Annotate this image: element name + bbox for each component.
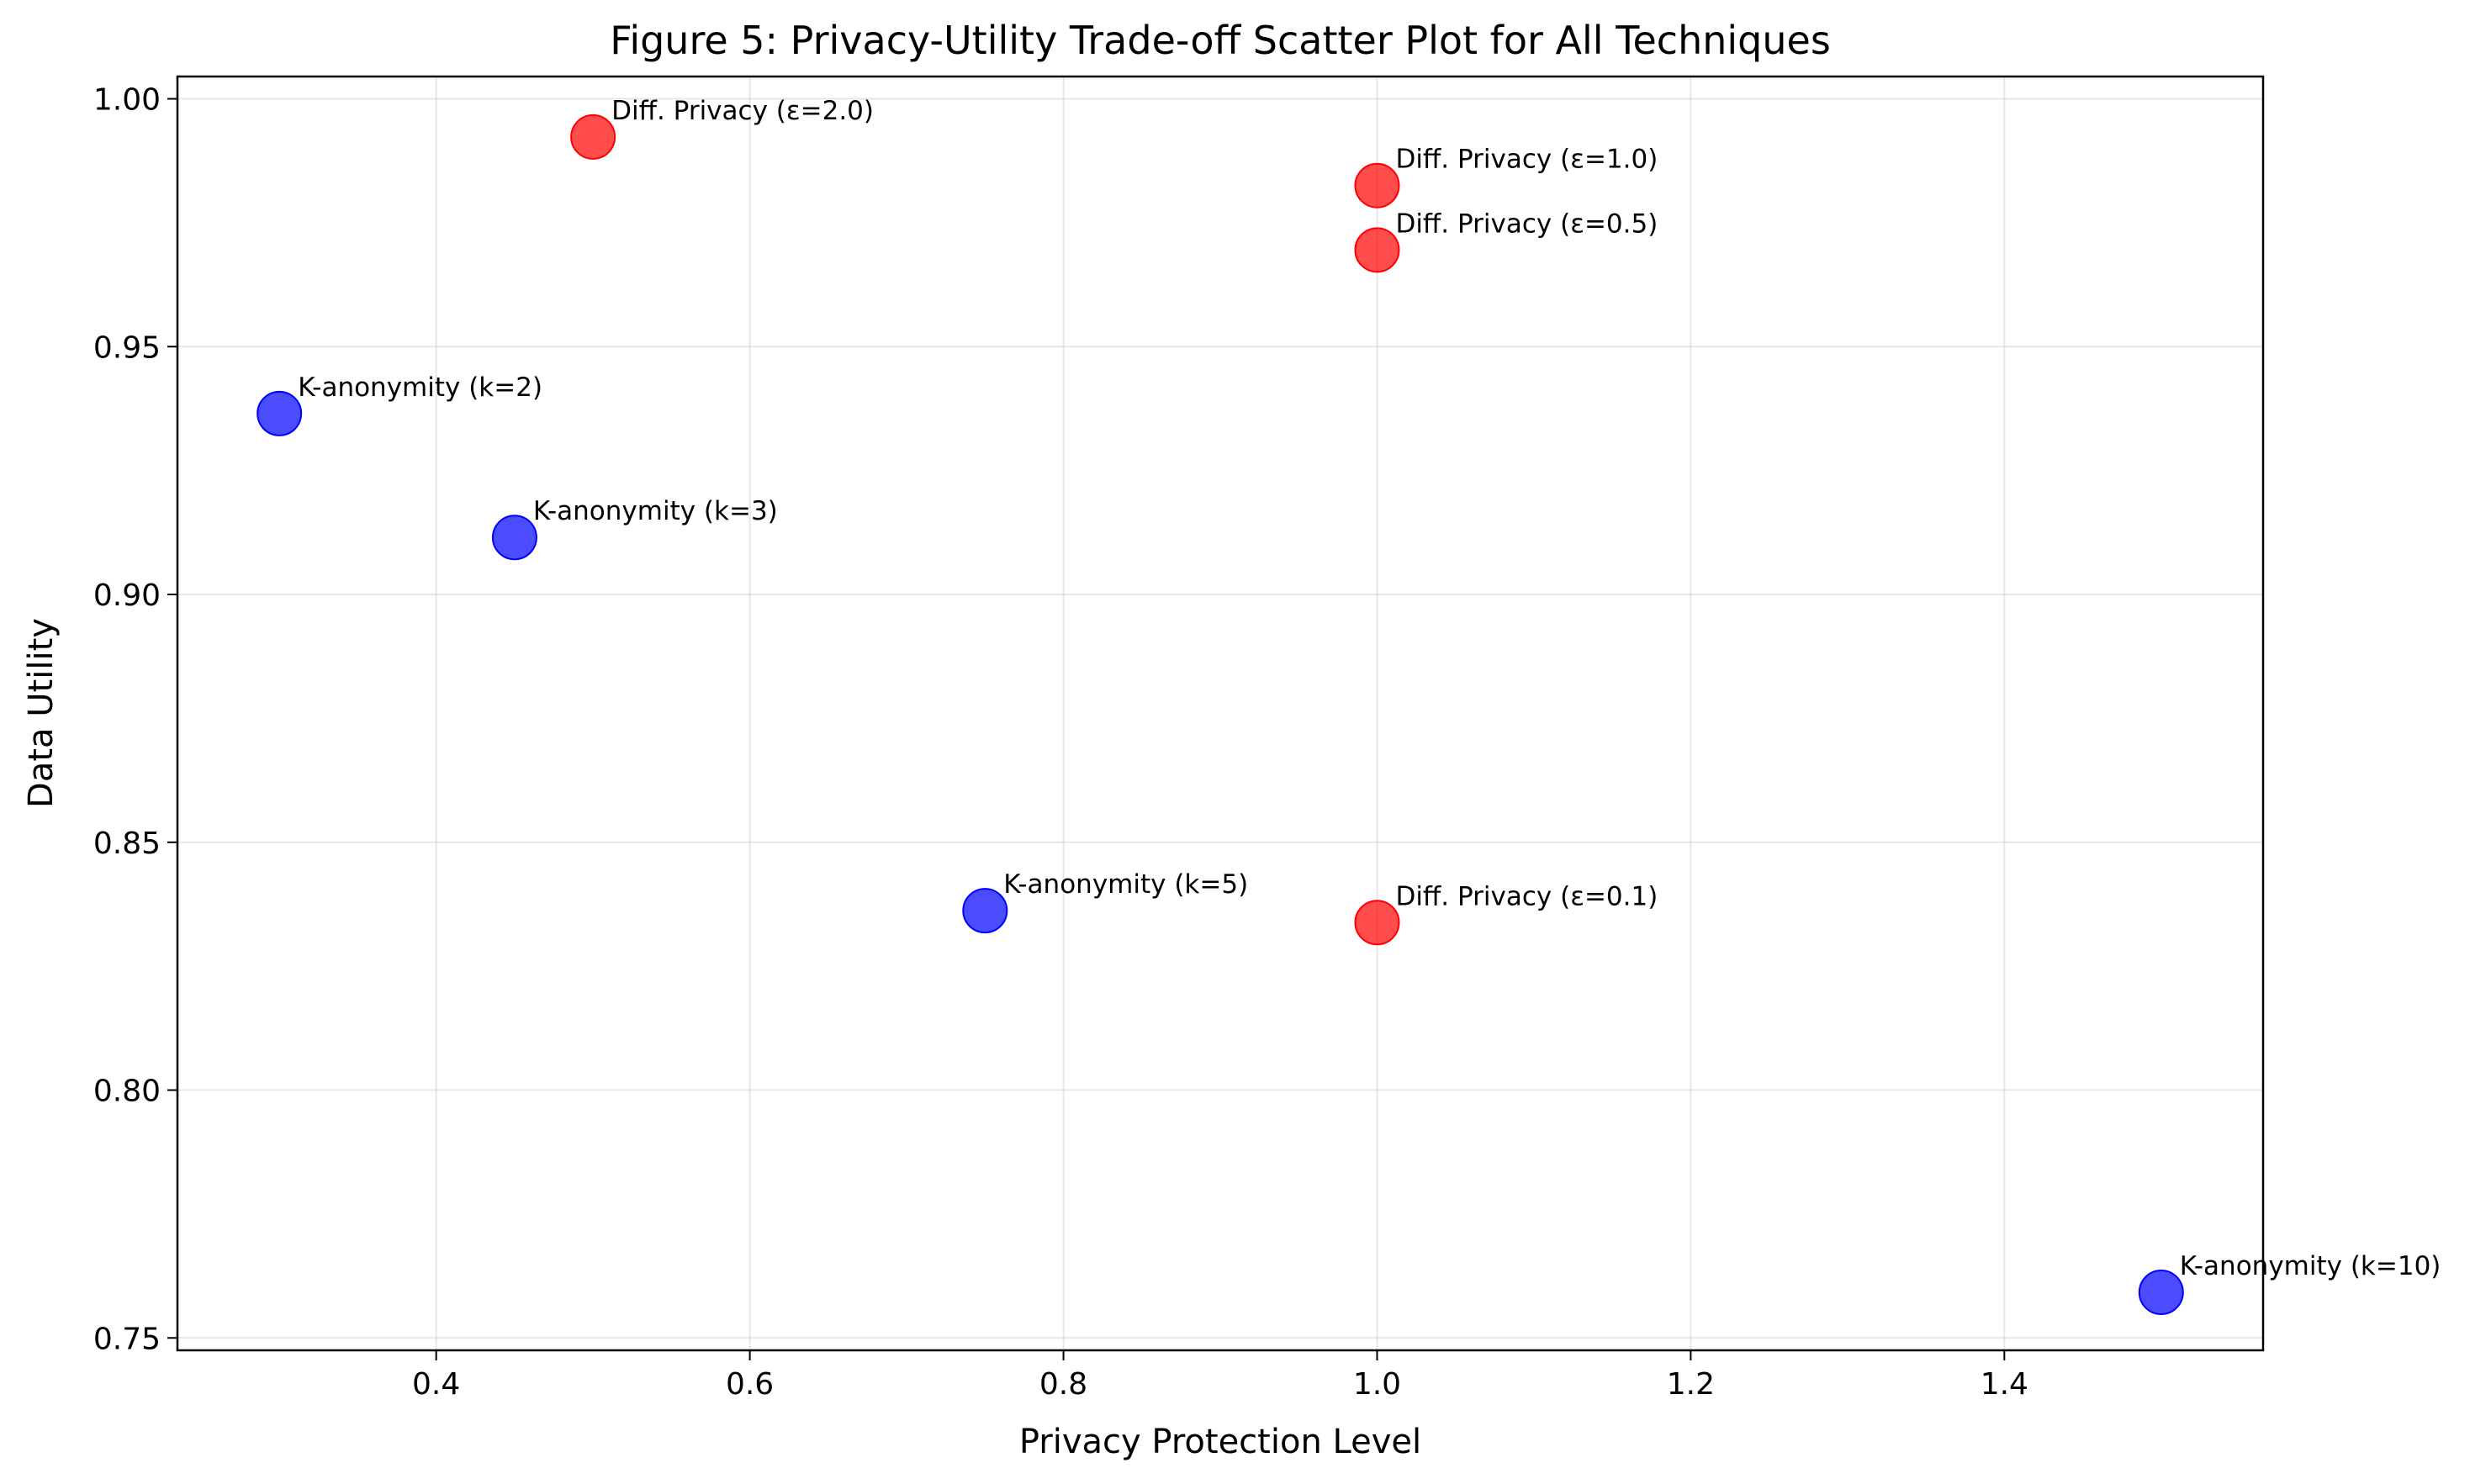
axis-ticks: 0.4 0.6 0.8 1.0 1.2 1.4 0.75 0.80 0.85 0.90 0.95 1.… <box>93 83 2028 1402</box>
point-annotation: Diff. Privacy (ε=0.5) <box>1395 209 1658 239</box>
data-points <box>257 114 2184 1316</box>
x-axis-label: Privacy Protection Level <box>1019 1423 1421 1461</box>
chart-title: Figure 5: Privacy-Utility Trade-off Scat… <box>610 18 1831 63</box>
scatter-point <box>491 515 537 561</box>
x-tick-label: 1.0 <box>1353 1367 1401 1402</box>
plot-frame <box>176 75 2265 1352</box>
y-tick-label: 0.85 <box>93 826 161 861</box>
point-annotation: K-anonymity (k=3) <box>533 496 778 526</box>
x-tick-label: 0.8 <box>1039 1367 1087 1402</box>
y-tick-label: 0.80 <box>93 1075 161 1109</box>
x-tick-label: 0.6 <box>726 1367 774 1402</box>
scatter-point <box>570 114 616 160</box>
scatter-point <box>1354 227 1400 273</box>
y-tick-label: 0.90 <box>93 578 161 613</box>
scatter-point <box>257 390 303 436</box>
scatter-point <box>1354 162 1400 209</box>
point-annotations: K-anonymity (k=2) K-anonymity (k=3) K-anon… <box>298 96 2441 1281</box>
y-tick-label: 0.95 <box>93 330 161 365</box>
point-annotation: Diff. Privacy (ε=0.1) <box>1395 881 1658 911</box>
point-annotation: K-anonymity (k=10) <box>2180 1251 2441 1281</box>
point-annotation: K-anonymity (k=2) <box>298 372 542 403</box>
x-tick-label: 1.2 <box>1667 1367 1715 1402</box>
scatter-point <box>2138 1270 2184 1316</box>
x-tick-label: 1.4 <box>1981 1367 2028 1402</box>
x-tick-label: 0.4 <box>412 1367 460 1402</box>
scatter-point <box>962 888 1008 934</box>
grid-lines <box>177 77 2263 1350</box>
y-axis-label: Data Utility <box>22 618 61 808</box>
y-tick-label: 0.75 <box>93 1322 161 1356</box>
point-annotation: K-anonymity (k=5) <box>1003 869 1248 900</box>
point-annotation: Diff. Privacy (ε=2.0) <box>611 96 874 126</box>
y-tick-label: 1.00 <box>93 83 161 118</box>
scatter-point <box>1354 900 1400 946</box>
point-annotation: Diff. Privacy (ε=1.0) <box>1395 145 1658 175</box>
